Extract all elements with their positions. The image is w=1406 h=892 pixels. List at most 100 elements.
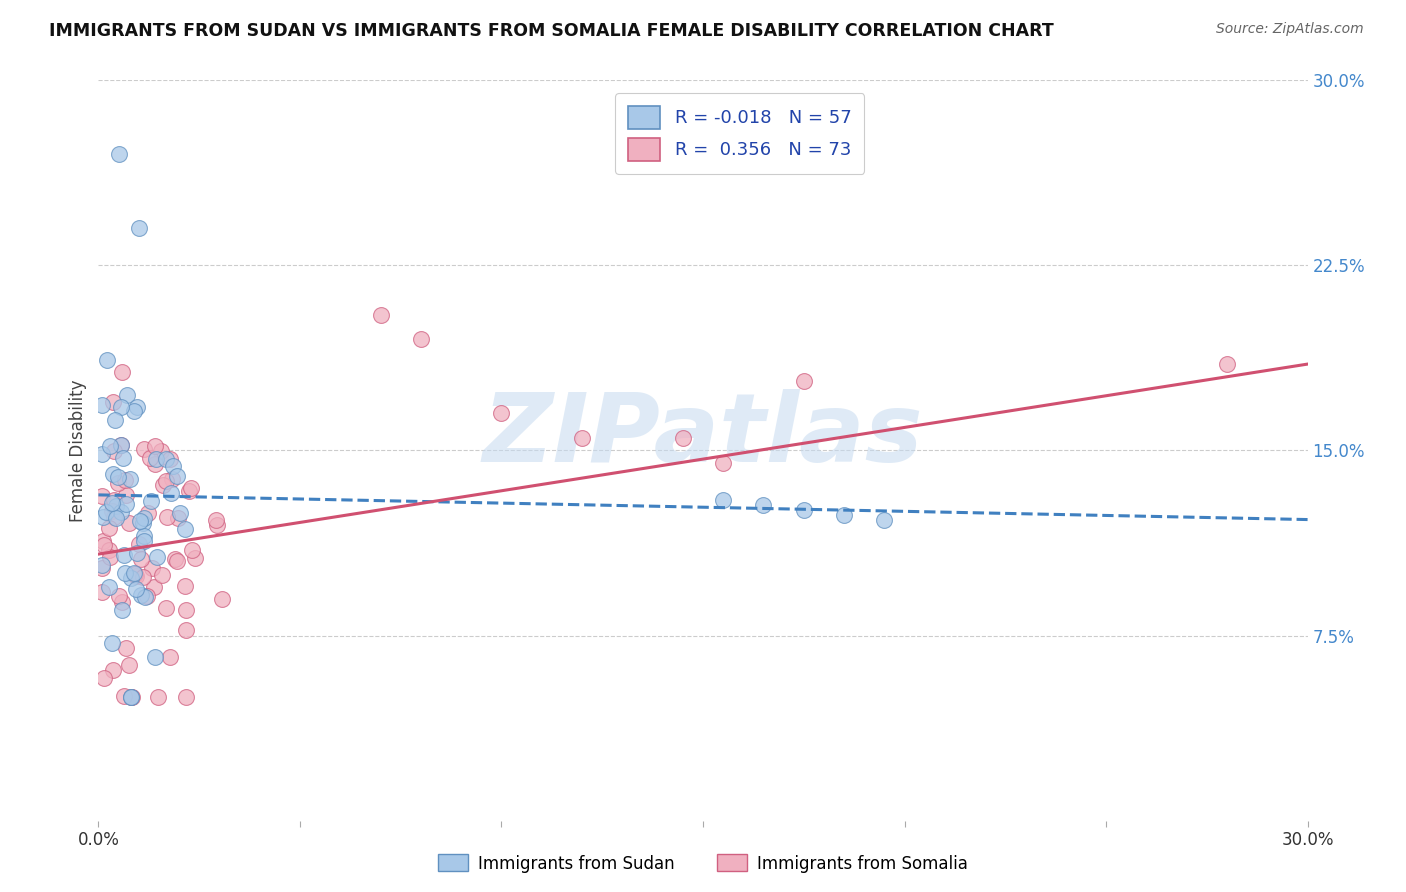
Point (143, 580, 166, 594)
Point (180, 543, 202, 558)
Point (134, 534, 156, 549)
Point (111, 594, 134, 608)
Point (100, 636, 122, 650)
Point (94, 505, 117, 519)
Point (150, 568, 173, 582)
Point (111, 451, 134, 466)
Point (134, 590, 156, 604)
Point (159, 451, 181, 466)
Point (110, 437, 132, 451)
Point (101, 496, 124, 510)
Point (143, 457, 166, 471)
Point (169, 506, 191, 520)
Point (672, 431, 695, 445)
Point (124, 404, 146, 418)
Point (91, 584, 114, 599)
Point (91, 447, 114, 461)
Point (114, 473, 136, 487)
Point (110, 505, 132, 519)
Point (121, 690, 143, 705)
Point (101, 467, 124, 482)
Point (104, 499, 127, 513)
Point (127, 546, 149, 560)
Point (103, 443, 125, 458)
Point (793, 502, 815, 516)
Point (159, 486, 181, 500)
Point (110, 400, 132, 414)
Point (103, 510, 125, 524)
Point (110, 438, 132, 452)
Point (129, 514, 152, 528)
Point (100, 549, 122, 564)
Point (115, 640, 138, 655)
Point (111, 365, 134, 379)
Point (145, 549, 167, 564)
Point (166, 554, 188, 568)
Point (141, 561, 163, 575)
Text: ZIPatlas: ZIPatlas (482, 389, 924, 483)
Point (152, 478, 174, 492)
Point (132, 511, 155, 525)
Point (159, 650, 181, 665)
Point (91, 510, 114, 524)
Point (832, 508, 855, 522)
Point (127, 401, 149, 415)
Point (103, 493, 125, 508)
Point (150, 443, 173, 458)
Point (93, 671, 115, 685)
Point (166, 468, 188, 483)
Point (112, 689, 135, 703)
Point (571, 431, 593, 445)
Point (205, 513, 228, 527)
Point (793, 375, 815, 389)
Point (711, 492, 734, 507)
Point (91, 489, 114, 503)
Point (96, 353, 118, 368)
Point (136, 589, 159, 603)
Point (873, 512, 896, 526)
Y-axis label: Female Disability: Female Disability (69, 379, 87, 522)
Point (184, 551, 207, 566)
Point (167, 511, 190, 525)
Point (93, 538, 115, 552)
Point (107, 475, 129, 490)
Point (105, 511, 128, 525)
Point (155, 475, 177, 489)
Point (409, 332, 432, 346)
Point (112, 548, 135, 562)
Point (118, 472, 141, 486)
Point (91, 561, 114, 575)
Point (174, 603, 197, 617)
Point (143, 439, 166, 453)
Point (101, 504, 124, 518)
Point (124, 567, 146, 582)
Point (122, 566, 145, 580)
Point (110, 602, 132, 616)
Point (129, 588, 152, 602)
Point (128, 537, 150, 551)
Point (162, 472, 184, 486)
Point (98, 543, 121, 558)
Point (97, 580, 120, 594)
Point (139, 451, 162, 466)
Point (162, 458, 184, 473)
Point (101, 394, 124, 409)
Point (180, 482, 202, 496)
Point (115, 498, 138, 512)
Point (205, 518, 228, 533)
Point (91, 399, 114, 413)
Point (118, 658, 141, 673)
Point (752, 498, 775, 512)
Point (91, 533, 114, 548)
Point (120, 690, 142, 704)
Point (114, 566, 136, 581)
Point (179, 484, 201, 499)
Point (132, 570, 155, 584)
Point (174, 690, 197, 705)
Point (104, 413, 127, 427)
Point (118, 516, 141, 531)
Point (163, 552, 186, 566)
Point (97, 521, 120, 535)
Point (132, 529, 155, 543)
Point (139, 493, 162, 508)
